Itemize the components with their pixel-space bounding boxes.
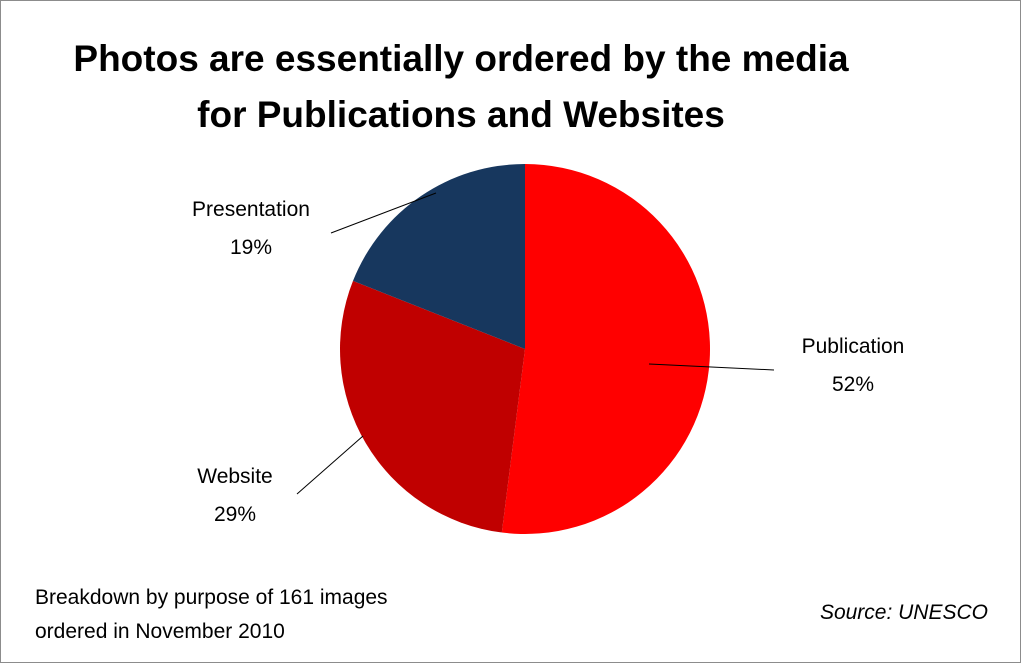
slice-percent-presentation: 19%: [230, 236, 272, 259]
leader-line-website: [296, 435, 364, 495]
chart-title: Photos are essentially ordered by the me…: [1, 31, 921, 143]
pie-slices: [340, 164, 711, 534]
slice-percent-publication: 52%: [832, 373, 874, 396]
footnote-line-1: Breakdown by purpose of 161 images: [35, 586, 388, 609]
leader-line-publication: [648, 363, 775, 371]
pie-slice-website: [340, 280, 525, 533]
slice-percent-website: 29%: [214, 503, 256, 526]
chart-title-line-2: for Publications and Websites: [197, 94, 725, 135]
footnote-line-2: ordered in November 2010: [35, 620, 285, 643]
pie-slice-presentation: [352, 164, 525, 349]
leader-line-presentation: [330, 192, 437, 234]
pie-labels: Publication 52% Website 29% Presentation 19%: [192, 198, 904, 526]
source-note: Source: UNESCO: [819, 601, 988, 624]
pie-leader-lines: [296, 192, 775, 495]
slice-label-website: Website: [197, 465, 272, 488]
chart-title-line-1: Photos are essentially ordered by the me…: [73, 38, 849, 79]
footnote: Breakdown by purpose of 161 images order…: [35, 581, 388, 649]
slice-label-presentation: Presentation: [192, 198, 310, 221]
pie-slice-publication: [501, 164, 711, 534]
slice-label-publication: Publication: [802, 335, 905, 358]
